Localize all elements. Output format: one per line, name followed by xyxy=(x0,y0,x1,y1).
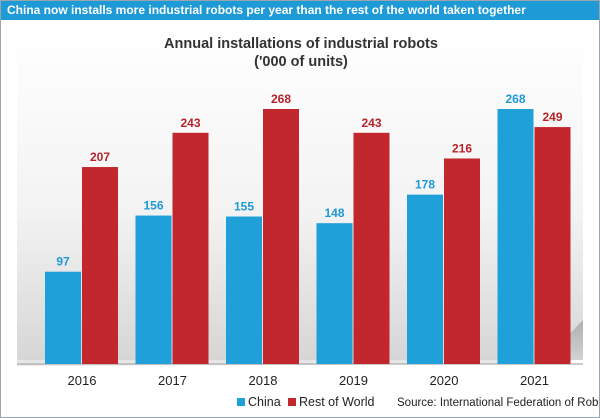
source-note: Source: International Federation of Robo… xyxy=(397,397,599,409)
data-label-china-2021: 268 xyxy=(505,92,525,106)
bar-rest-of-world-2016 xyxy=(82,167,118,364)
chart-subtitle: ('000 of units) xyxy=(254,54,348,70)
bar-chart: Annual installations of industrial robot… xyxy=(17,28,599,409)
bar-china-2021 xyxy=(497,109,534,364)
bars-group xyxy=(45,109,571,364)
x-tick-label-2017: 2017 xyxy=(158,373,187,388)
x-tick-label-2020: 2020 xyxy=(430,373,459,388)
data-label-china-2016: 97 xyxy=(56,255,70,269)
x-tick-label-2021: 2021 xyxy=(520,373,549,388)
bar-rest-of-world-2020 xyxy=(444,158,480,364)
chart-title: Annual installations of industrial robot… xyxy=(164,36,438,52)
data-label-rest-of-world-2020: 216 xyxy=(452,141,472,155)
legend: China Rest of World xyxy=(237,395,375,409)
data-label-china-2018: 155 xyxy=(234,200,254,214)
x-tick-label-2018: 2018 xyxy=(249,373,278,388)
data-labels-group: 97 207 156 243 155 268 148 243 178 216 268 249 xyxy=(56,92,563,269)
bar-rest-of-world-2019 xyxy=(353,132,390,364)
bar-china-2016 xyxy=(45,271,81,364)
data-label-china-2017: 156 xyxy=(143,199,163,213)
bar-china-2020 xyxy=(407,194,443,364)
headline-banner: China now installs more industrial robot… xyxy=(1,1,599,20)
bar-china-2019 xyxy=(316,223,353,364)
data-label-china-2019: 148 xyxy=(324,206,344,220)
legend-label-rest-of-world: Rest of World xyxy=(299,395,375,409)
x-tick-labels-group: 2016 2017 2018 2019 2020 2021 xyxy=(68,373,549,388)
data-label-rest-of-world-2018: 268 xyxy=(271,92,291,106)
data-label-rest-of-world-2021: 249 xyxy=(542,110,562,124)
bar-china-2018 xyxy=(226,216,262,364)
bar-china-2017 xyxy=(135,215,172,364)
x-tick-label-2016: 2016 xyxy=(68,373,97,388)
data-label-china-2020: 178 xyxy=(415,178,435,192)
legend-label-china: China xyxy=(248,395,281,409)
legend-swatch-china xyxy=(237,398,245,406)
bar-rest-of-world-2017 xyxy=(172,132,209,364)
x-tick-label-2019: 2019 xyxy=(339,373,368,388)
data-label-rest-of-world-2017: 243 xyxy=(180,116,200,130)
bar-rest-of-world-2021 xyxy=(534,127,571,364)
data-label-rest-of-world-2016: 207 xyxy=(90,150,110,164)
legend-swatch-rest-of-world xyxy=(288,398,296,406)
data-label-rest-of-world-2019: 243 xyxy=(361,116,381,130)
bar-rest-of-world-2018 xyxy=(263,109,299,364)
